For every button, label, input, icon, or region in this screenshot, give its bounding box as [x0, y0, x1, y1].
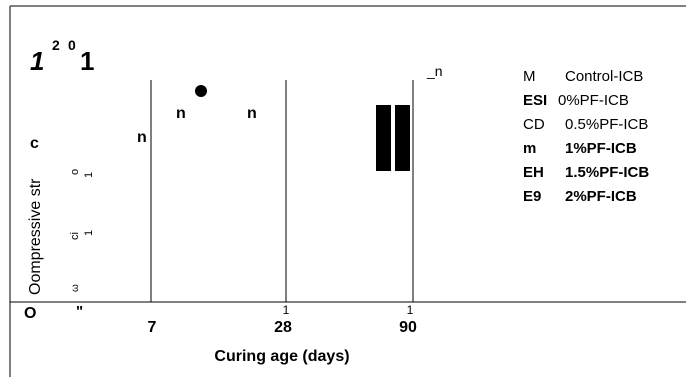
- x-tick-label-28: 28: [274, 319, 292, 336]
- y-tick-label-3: ci: [69, 232, 81, 240]
- annotation-n-1: n: [137, 129, 147, 146]
- y-tick-label-0: O: [24, 305, 36, 322]
- chart-title-part-2: 2: [52, 37, 60, 53]
- x-tick-mark-90: 1: [407, 303, 414, 317]
- data-point-dot: [195, 85, 207, 97]
- annotation-n-4: _n: [426, 63, 443, 79]
- chart-title-part-4: 1: [80, 46, 94, 76]
- x-axis-label: Curing age (days): [214, 348, 349, 365]
- legend-code-2: CD: [523, 116, 545, 133]
- y-axis-label-tail: c: [30, 135, 39, 152]
- legend-label-0: Control-ICB: [565, 68, 643, 85]
- x-tick-label-7: 7: [148, 319, 157, 336]
- y-tick-label-6: 1: [83, 172, 95, 178]
- legend: M Control-ICB ESI 0%PF-ICB CD 0.5%PF-ICB m 1%PF…: [523, 68, 649, 205]
- annotation-n-2: n: [176, 105, 186, 122]
- bar-90-a: [376, 105, 391, 171]
- y-tick-label-1: ": [76, 303, 83, 320]
- x-tick-label-90: 90: [399, 319, 417, 336]
- y-axis-label: Oompressive str: [27, 178, 44, 295]
- chart-title-part-1: 1: [30, 46, 44, 76]
- legend-label-5: 2%PF-ICB: [565, 188, 637, 205]
- legend-label-3: 1%PF-ICB: [565, 140, 637, 157]
- x-tick-mark-28: 1: [283, 303, 290, 317]
- annotation-n-3: n: [247, 105, 257, 122]
- legend-label-4: 1.5%PF-ICB: [565, 164, 649, 181]
- y-tick-label-5: o: [69, 169, 81, 175]
- y-tick-label-2: ω: [70, 284, 81, 292]
- chart-title-part-3: 0: [68, 37, 76, 53]
- y-tick-label-4: 1: [83, 230, 95, 236]
- bar-90-b: [395, 105, 410, 171]
- legend-code-4: EH: [523, 164, 544, 181]
- legend-code-1: ESI: [523, 92, 547, 109]
- legend-label-1: 0%PF-ICB: [558, 92, 629, 109]
- legend-code-0: M: [523, 68, 536, 85]
- legend-label-2: 0.5%PF-ICB: [565, 116, 648, 133]
- legend-code-3: m: [523, 140, 536, 157]
- legend-code-5: E9: [523, 188, 541, 205]
